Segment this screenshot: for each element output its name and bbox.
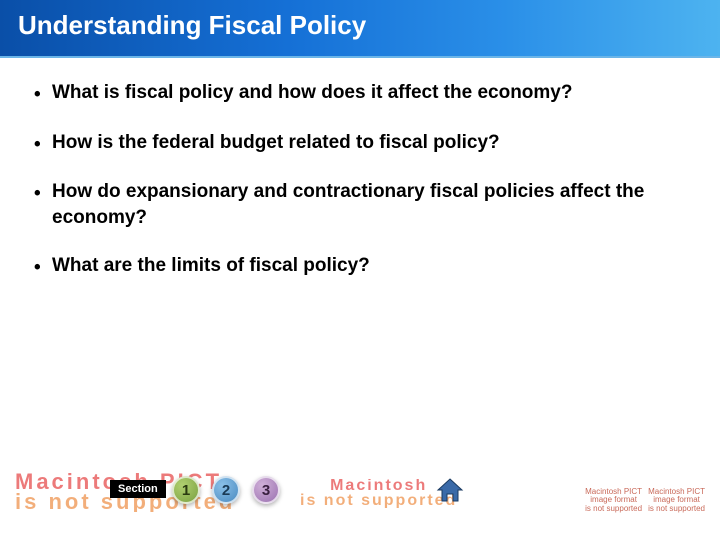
unsupported-image-placeholder-group: Macintosh PICT image format is not suppo… [585,488,705,514]
page-title: Understanding Fiscal Policy [18,10,702,41]
section-label: Section [110,480,166,498]
section-nav-1[interactable]: 1 [172,476,200,504]
home-icon [435,476,465,504]
bullet-text: How do expansionary and contractionary f… [52,179,686,230]
bullet-text: What are the limits of fiscal policy? [52,253,370,281]
bullet-dot: • [34,179,52,230]
bullet-item: • How do expansionary and contractionary… [34,179,686,230]
bullet-item: • How is the federal budget related to f… [34,130,686,158]
section-nav-group: 1 2 3 [172,476,280,504]
bullet-dot: • [34,130,52,158]
title-header: Understanding Fiscal Policy [0,0,720,58]
bullet-item: • What are the limits of fiscal policy? [34,253,686,281]
bullet-item: • What is fiscal policy and how does it … [34,80,686,108]
home-button[interactable] [435,476,465,504]
bullet-dot: • [34,253,52,281]
section-nav-2[interactable]: 2 [212,476,240,504]
bullet-text: What is fiscal policy and how does it af… [52,80,572,108]
content-area: • What is fiscal policy and how does it … [0,58,720,280]
unsupported-image-small: Macintosh PICT image format is not suppo… [648,488,705,514]
unsupported-image-placeholder: Macintosh is not supported [300,479,457,508]
bullet-text: How is the federal budget related to fis… [52,130,500,158]
section-nav-3[interactable]: 3 [252,476,280,504]
unsupported-image-small: Macintosh PICT image format is not suppo… [585,488,642,514]
bullet-dot: • [34,80,52,108]
footer-nav: Macintosh PICT is not supported Macintos… [0,482,720,522]
